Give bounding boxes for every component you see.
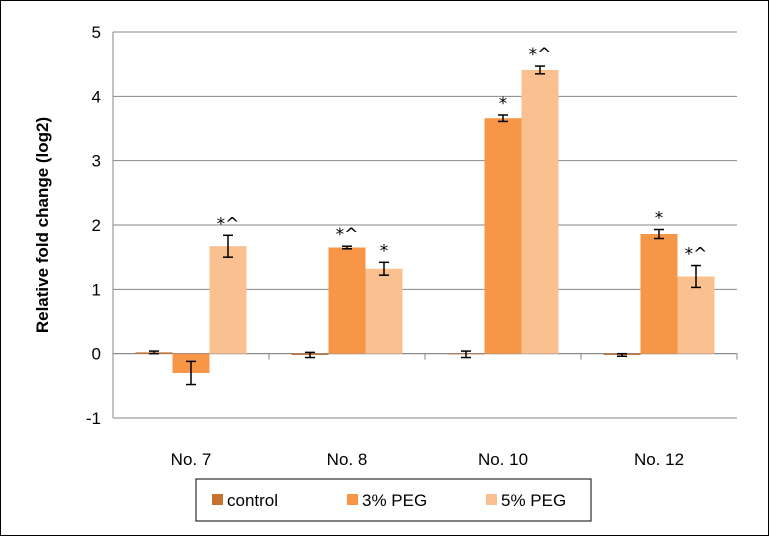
bar	[640, 234, 678, 354]
significance-label: *^	[685, 245, 708, 265]
bar	[484, 118, 522, 354]
bar	[328, 247, 366, 354]
y-tick-label: 3	[92, 152, 101, 171]
y-tick-label: 0	[92, 345, 101, 364]
bars	[135, 69, 715, 373]
y-tick-label: 2	[92, 216, 101, 235]
legend-label: 5% PEG	[501, 491, 566, 510]
legend-label: 3% PEG	[362, 491, 427, 510]
legend-swatch	[212, 494, 223, 505]
x-tick-label: No. 8	[327, 450, 368, 469]
y-tick-label: 1	[92, 280, 101, 299]
significance-label: *^	[217, 214, 240, 234]
y-axis-title: Relative fold change (log2)	[33, 117, 52, 333]
legend: control 3% PEG 5% PEG	[195, 478, 592, 522]
x-tick-label: No. 12	[634, 450, 684, 469]
significance-label: *^	[529, 45, 552, 65]
significance-label: *	[380, 241, 389, 261]
legend-swatch	[486, 494, 497, 505]
tick-labels: -1 0 1 2 3 4 5 No. 7 No. 8 No. 10 No. 12	[86, 23, 684, 469]
legend-label: control	[227, 491, 278, 510]
legend-swatch	[347, 494, 358, 505]
significance-label: *^	[336, 225, 359, 245]
bar	[209, 246, 247, 354]
error-bars	[149, 65, 701, 386]
y-tick-label: 5	[92, 23, 101, 42]
bar	[677, 276, 715, 354]
x-tick-label: No. 10	[478, 450, 528, 469]
bar	[521, 69, 559, 354]
significance-annotations: *^ *^ * * *^ * *^	[217, 45, 708, 264]
significance-label: *	[499, 94, 508, 114]
significance-label: *	[655, 209, 664, 229]
y-tick-label: -1	[86, 409, 101, 428]
bar	[365, 268, 403, 354]
legend-box	[195, 478, 592, 522]
y-tick-label: 4	[92, 87, 101, 106]
x-tick-label: No. 7	[171, 450, 212, 469]
